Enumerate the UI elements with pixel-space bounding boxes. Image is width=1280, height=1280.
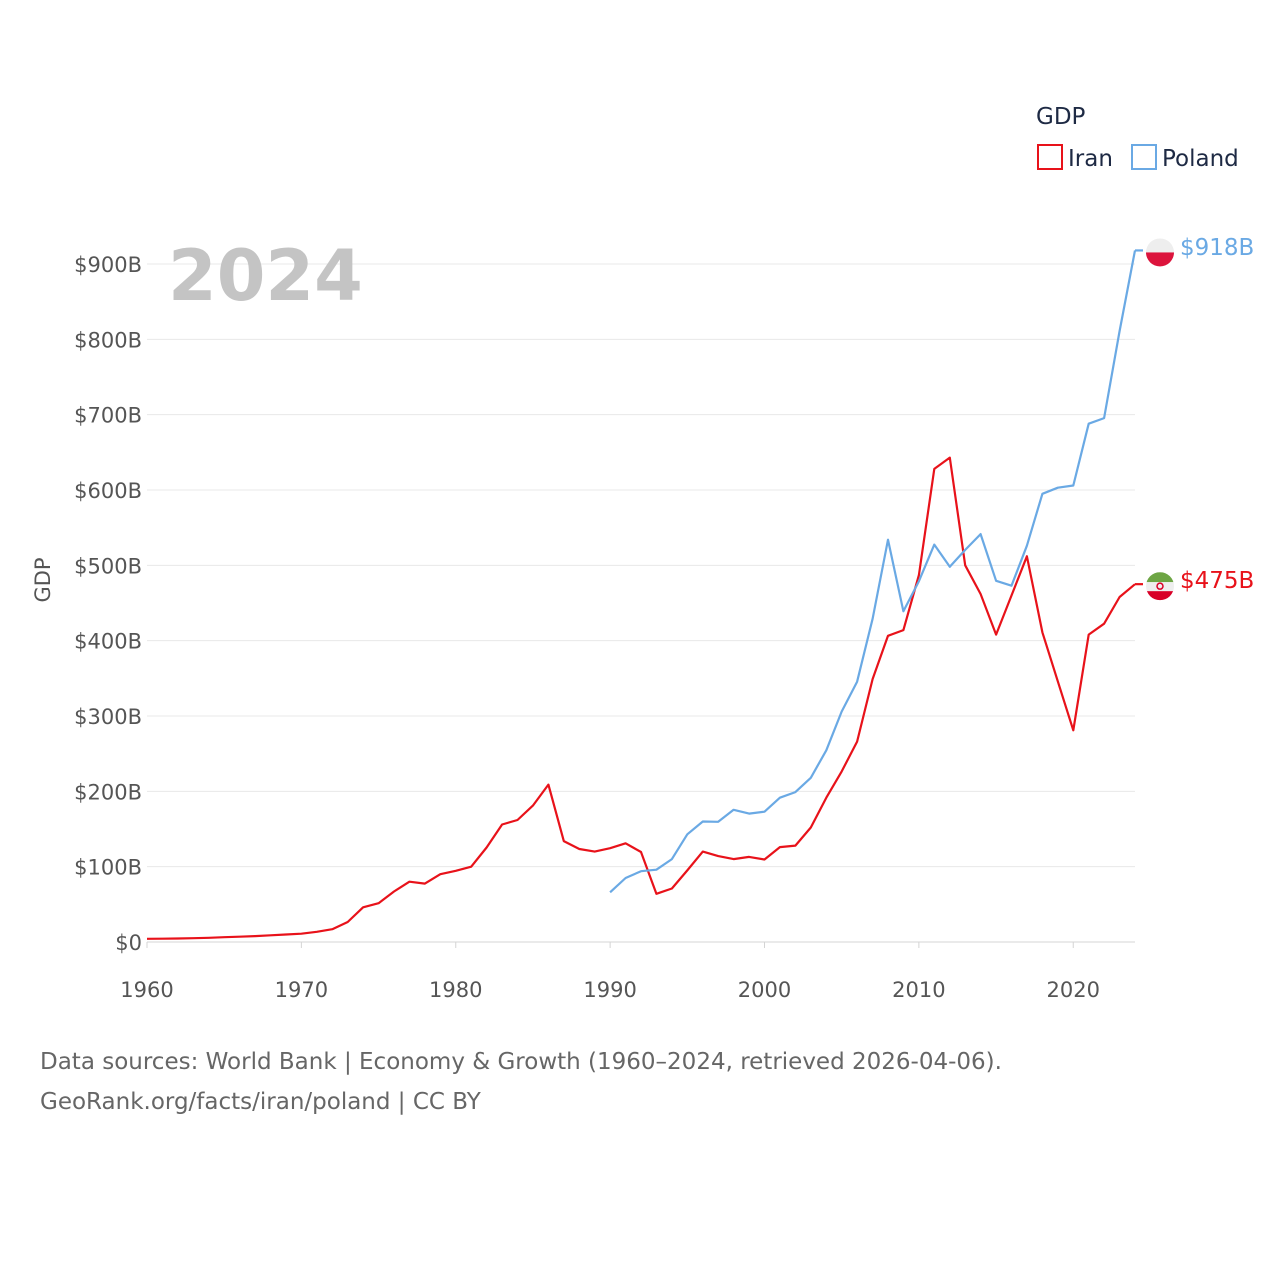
x-tick-label: 1990 [583,978,636,1002]
x-tick-label: 2020 [1047,978,1100,1002]
x-axis-ticks: 1960 1970 1980 1990 2000 2010 2020 [120,942,1100,1002]
series-line-poland[interactable] [609,250,1137,894]
y-tick-label: $600B [74,479,142,503]
end-value-label-iran: $475B [1180,568,1254,594]
series-end-labels: $475B $918B [1135,235,1254,601]
year-label: 2024 [168,235,363,317]
y-tick-label: $900B [74,253,142,277]
x-tick-label: 1980 [429,978,482,1002]
legend-swatch-poland[interactable] [1131,144,1157,170]
x-tick-label: 1960 [120,978,173,1002]
y-tick-label: $100B [74,856,142,880]
end-value-label-poland: $918B [1180,235,1254,261]
y-tick-label: $400B [74,630,142,654]
legend[interactable]: GDP Iran Poland [1036,104,1239,172]
iran-flag-icon [1146,572,1174,601]
legend-label-iran[interactable]: Iran [1068,146,1113,172]
series-lines [146,250,1137,940]
y-tick-label: $200B [74,780,142,804]
y-tick-label: $300B [74,705,142,729]
y-axis-title: GDP [31,557,55,602]
series-line-iran[interactable] [146,456,1136,940]
legend-label-poland[interactable]: Poland [1162,146,1239,172]
attribution-link[interactable]: GeoRank.org/facts/iran/poland | CC BY [40,1089,481,1115]
y-tick-label: $800B [74,328,142,352]
legend-swatch-iran[interactable] [1037,144,1063,170]
y-tick-label: $500B [74,554,142,578]
y-axis-ticks: $0 $100B $200B $300B $400B $500B $600B $700B $80… [74,253,142,955]
gridlines [147,263,1135,943]
legend-title: GDP [1036,104,1086,130]
source-line: Data sources: World Bank | Economy & Gro… [40,1049,1002,1075]
data-source-note: Data sources: World Bank | Economy & Gro… [40,1042,1240,1122]
x-tick-label: 1970 [275,978,328,1002]
poland-flag-icon [1146,238,1174,267]
y-tick-label: $0 [115,931,142,955]
x-tick-label: 2010 [892,978,945,1002]
y-tick-label: $700B [74,404,142,428]
x-tick-label: 2000 [738,978,791,1002]
